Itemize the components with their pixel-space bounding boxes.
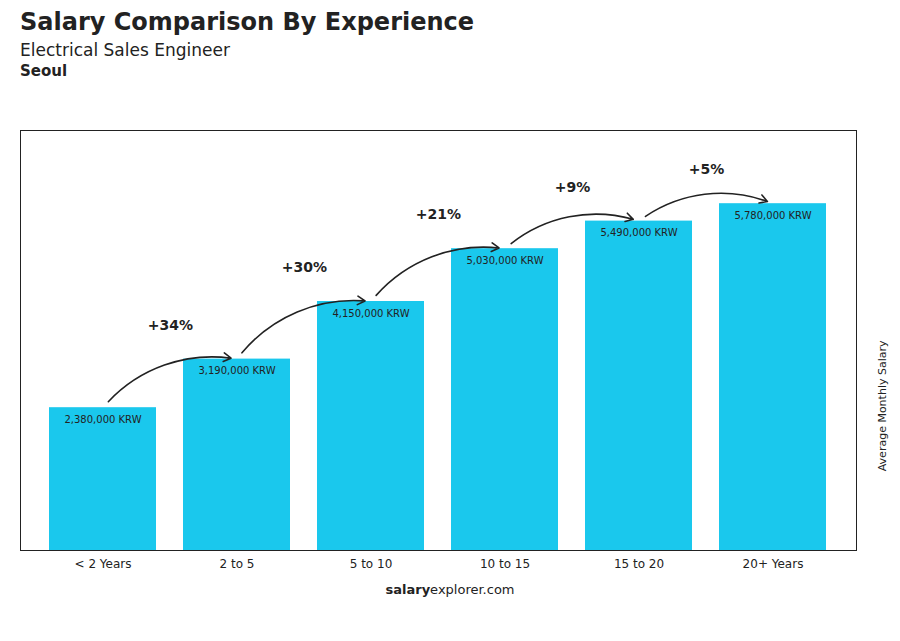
html-text:Electrical Sales Engineer: Electrical Sales Engineer xyxy=(20,40,230,60)
svg-text:2,380,000 KRW: 2,380,000 KRW xyxy=(64,414,141,425)
svg-text:5,490,000 KRW: 5,490,000 KRW xyxy=(600,227,677,238)
html-text:Salary Comparison By Experienc: Salary Comparison By Experience xyxy=(20,8,475,36)
svg-text:3,190,000 KRW: 3,190,000 KRW xyxy=(198,365,275,376)
svg-text:+30%: +30% xyxy=(282,259,327,275)
svg-text:+34%: +34% xyxy=(148,317,193,333)
svg-text:+9%: +9% xyxy=(555,179,591,195)
html-text:salary explorer.com: salary explorer.com xyxy=(385,582,515,597)
svg-text:15 to 20: 15 to 20 xyxy=(614,557,664,571)
svg-text:5,780,000 KRW: 5,780,000 KRW xyxy=(734,210,811,221)
svg-text:2 to 5: 2 to 5 xyxy=(220,557,255,571)
svg-text:+5%: +5% xyxy=(689,161,725,177)
svg-text:5,030,000 KRW: 5,030,000 KRW xyxy=(466,255,543,266)
svg-text:5 to 10: 5 to 10 xyxy=(350,557,393,571)
svg-text:10 to 15: 10 to 15 xyxy=(480,557,530,571)
svg-text:20+ Years: 20+ Years xyxy=(743,557,804,571)
svg-text:+21%: +21% xyxy=(416,206,461,222)
html-text:Seoul: Seoul xyxy=(20,62,68,80)
svg-text:4,150,000 KRW: 4,150,000 KRW xyxy=(332,308,409,319)
svg-text:< 2 Years: < 2 Years xyxy=(75,557,132,571)
svg-text:Average Monthly Salary: Average Monthly Salary xyxy=(876,340,889,471)
